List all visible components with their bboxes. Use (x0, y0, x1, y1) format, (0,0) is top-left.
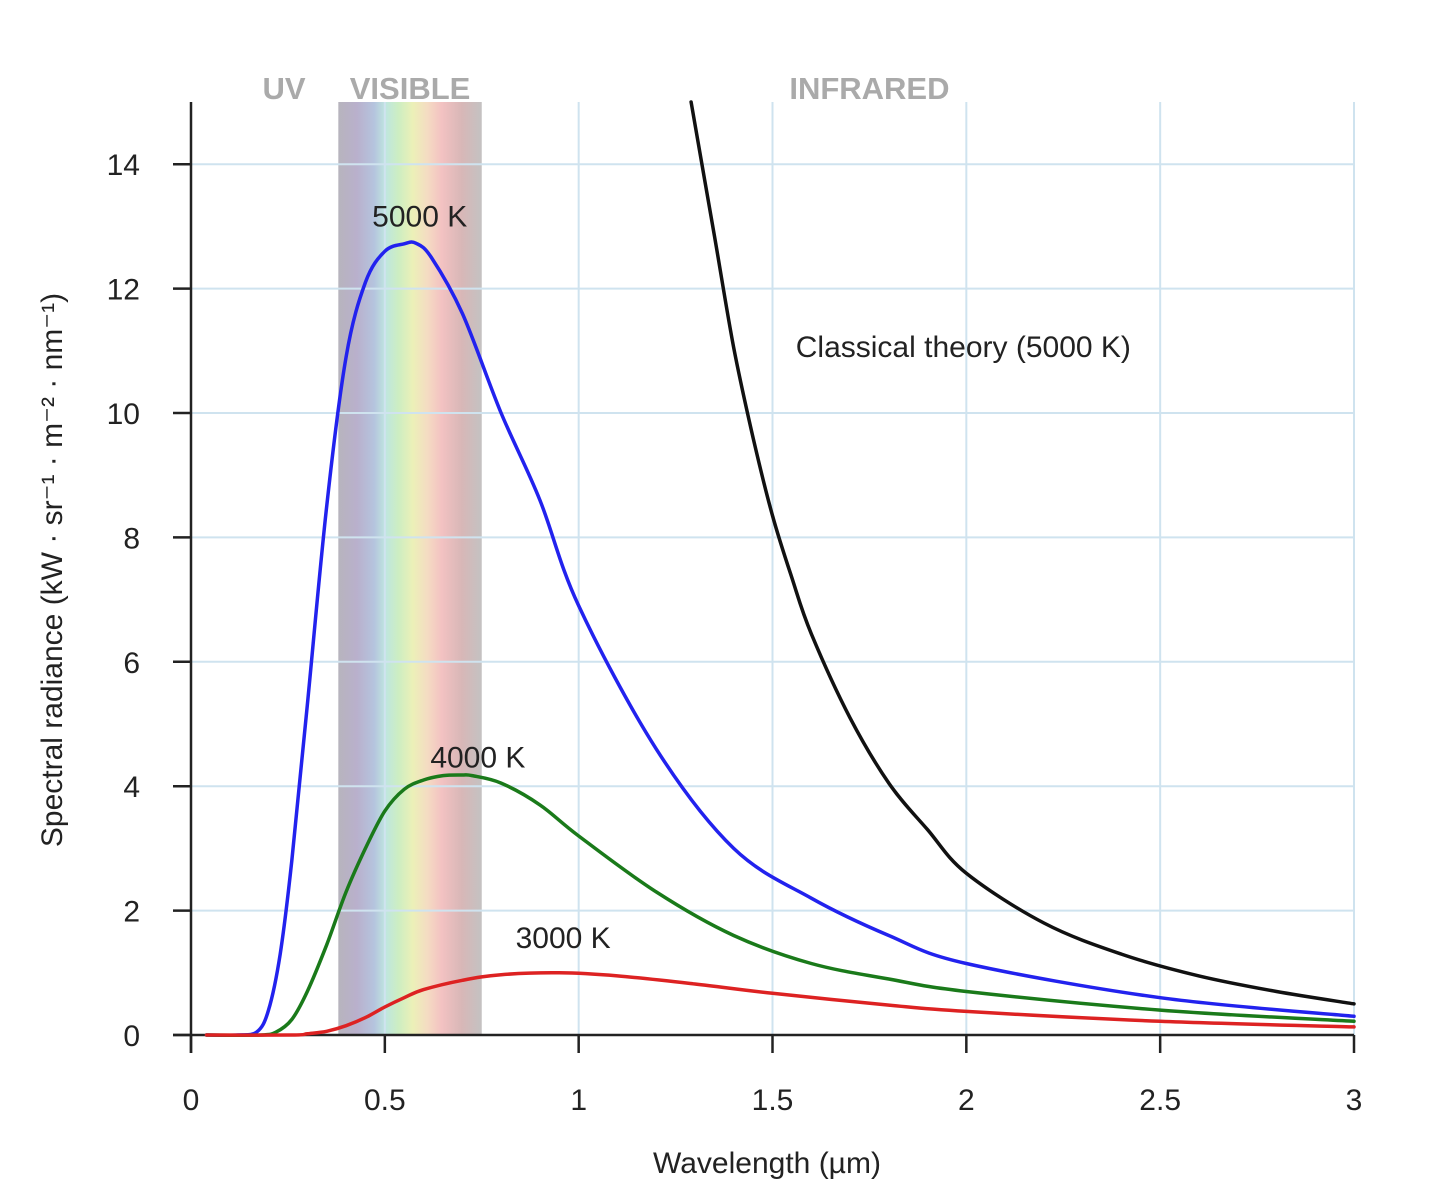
y-tick-label: 2 (123, 896, 140, 929)
grid-lines (191, 102, 1355, 1035)
series-line-classical-theory-5000-k (689, 100, 1356, 1006)
visible-spectrum-band (338, 102, 482, 1035)
series-line-5000-k (204, 240, 1356, 1037)
x-tick-label: 2.5 (1139, 1084, 1181, 1117)
y-tick-label: 8 (123, 522, 140, 555)
series-label-4000-k: 4000 K (430, 742, 525, 775)
region-label-infrared: INFRARED (789, 71, 949, 106)
x-tick-label: 3 (1346, 1084, 1363, 1117)
x-tick-label: 1 (570, 1084, 587, 1117)
series-line-3000-k (204, 971, 1356, 1037)
y-tick-label: 0 (123, 1020, 140, 1053)
series-labels: 5000 K 4000 K 3000 K Classical theory (5000… (372, 200, 1131, 955)
y-tick-label: 12 (107, 274, 140, 307)
tick-labels: 0 0.5 1 1.5 2 2.5 3 0 2 4 6 8 10 12 14 (107, 149, 1363, 1117)
x-tick-label: 0 (183, 1084, 200, 1117)
x-tick-label: 2 (958, 1084, 975, 1117)
y-tick-label: 10 (107, 398, 140, 431)
region-label-visible: VISIBLE (350, 71, 471, 106)
x-axis-label: Wavelength (µm) (653, 1147, 881, 1180)
x-tick-label: 0.5 (364, 1084, 406, 1117)
y-tick-label: 4 (123, 771, 140, 804)
y-axis-label: Spectral radiance (kW · sr⁻¹ · m⁻² · nm⁻… (36, 293, 69, 847)
series-label-3000-k: 3000 K (516, 922, 611, 955)
spectrum-regions: UV VISIBLE INFRARED (263, 71, 950, 1035)
series-line-4000-k (204, 773, 1356, 1037)
series-label-5000-k: 5000 K (372, 200, 467, 233)
series-curves (204, 100, 1356, 1037)
region-label-uv: UV (263, 71, 306, 106)
axes (173, 102, 1356, 1053)
y-tick-label: 6 (123, 647, 140, 680)
y-tick-label: 14 (107, 149, 140, 182)
series-label-classical-theory-5000-k: Classical theory (5000 K) (796, 331, 1131, 364)
x-tick-label: 1.5 (752, 1084, 794, 1117)
